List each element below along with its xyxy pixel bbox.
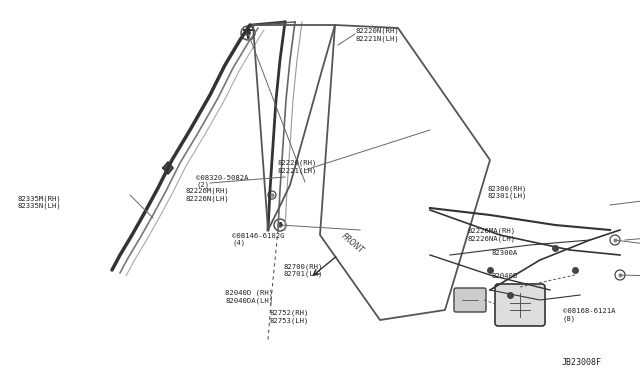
Text: 82220(RH)
82221(LH): 82220(RH) 82221(LH) (278, 160, 317, 174)
Circle shape (246, 31, 250, 35)
Text: 82220N(RH)
82221N(LH): 82220N(RH) 82221N(LH) (356, 28, 400, 42)
Text: 82752(RH)
82753(LH): 82752(RH) 82753(LH) (270, 310, 309, 324)
Text: JB23008F: JB23008F (562, 358, 602, 367)
Text: ©08168-6121A
(8): ©08168-6121A (8) (563, 308, 616, 321)
Polygon shape (163, 162, 173, 174)
Text: 82226MA(RH)
82226NA(LH): 82226MA(RH) 82226NA(LH) (468, 228, 516, 242)
Text: ©08146-6102G
(4): ©08146-6102G (4) (232, 233, 285, 247)
Text: S: S (278, 222, 282, 228)
FancyBboxPatch shape (454, 288, 486, 312)
Text: 82300A: 82300A (492, 250, 518, 256)
Text: 82335M(RH)
82335N(LH): 82335M(RH) 82335N(LH) (18, 195, 61, 209)
Text: 82040B: 82040B (492, 273, 518, 279)
Text: ©08320-5082A
(2): ©08320-5082A (2) (196, 175, 248, 189)
Text: 82040D (RH)
82040DA(LH): 82040D (RH) 82040DA(LH) (225, 290, 273, 304)
Text: 82300(RH)
82301(LH): 82300(RH) 82301(LH) (488, 185, 527, 199)
Text: S: S (246, 31, 250, 35)
Circle shape (278, 223, 282, 227)
Text: 82700(RH)
82701(LH): 82700(RH) 82701(LH) (284, 263, 323, 277)
Text: 82226M(RH)
82226N(LH): 82226M(RH) 82226N(LH) (185, 188, 228, 202)
FancyBboxPatch shape (495, 284, 545, 326)
Text: FRONT: FRONT (340, 231, 365, 255)
